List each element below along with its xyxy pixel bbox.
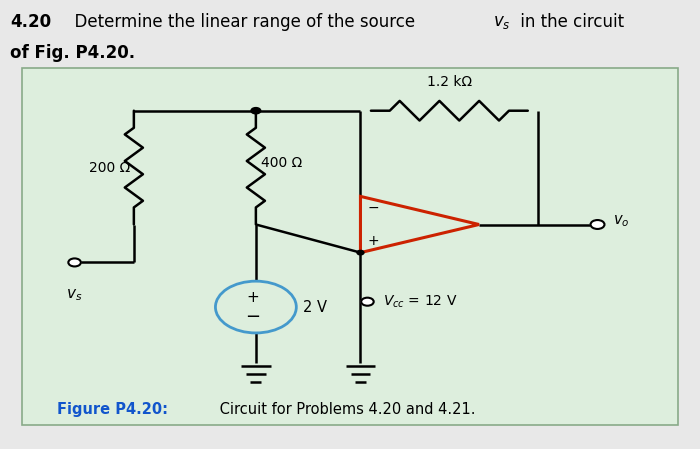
Text: +: + <box>368 234 379 248</box>
Text: 200 Ω: 200 Ω <box>89 161 130 175</box>
Text: $v_o$: $v_o$ <box>613 213 629 229</box>
Text: +: + <box>246 290 259 305</box>
Text: −: − <box>245 308 260 326</box>
Text: of Fig. P4.20.: of Fig. P4.20. <box>10 44 135 62</box>
Text: Figure P4.20:: Figure P4.20: <box>57 402 168 417</box>
Text: in the circuit: in the circuit <box>515 13 624 31</box>
Text: 1.2 kΩ: 1.2 kΩ <box>427 75 472 89</box>
Text: $v_s$: $v_s$ <box>66 287 83 303</box>
Text: Circuit for Problems 4.20 and 4.21.: Circuit for Problems 4.20 and 4.21. <box>216 402 476 417</box>
Text: $V_{cc}$ = 12 V: $V_{cc}$ = 12 V <box>383 294 457 310</box>
Circle shape <box>251 108 261 114</box>
Circle shape <box>361 298 374 306</box>
Text: −: − <box>368 201 379 215</box>
Circle shape <box>357 251 364 255</box>
Text: 2 V: 2 V <box>303 299 328 315</box>
Text: 4.20: 4.20 <box>10 13 51 31</box>
Circle shape <box>69 259 81 266</box>
Text: 400 Ω: 400 Ω <box>261 156 302 170</box>
Circle shape <box>591 220 605 229</box>
Text: Determine the linear range of the source: Determine the linear range of the source <box>64 13 421 31</box>
Text: $v_s$: $v_s$ <box>493 13 510 31</box>
FancyBboxPatch shape <box>22 68 678 425</box>
